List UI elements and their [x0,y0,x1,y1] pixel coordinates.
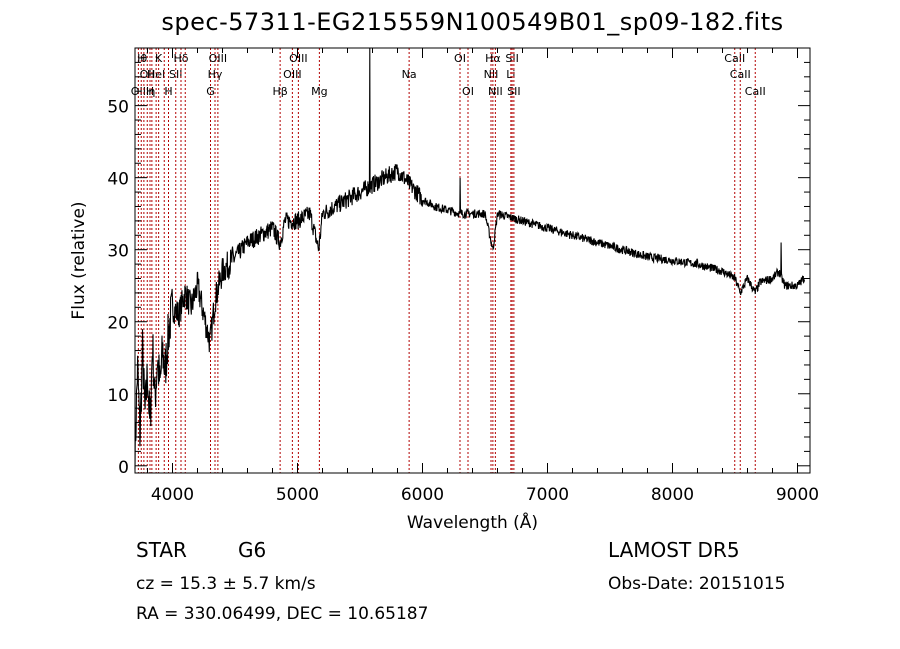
line-marker-label: OI [462,85,474,98]
line-marker-label: Hα [485,52,501,65]
line-marker-label: H [164,85,172,98]
x-tick-label: 4000 [151,485,194,505]
line-marker-label: CaII [745,85,766,98]
x-tick-label: 6000 [401,485,444,505]
line-marker-label: Hδ [173,52,188,65]
y-tick-label: 40 [107,170,129,190]
line-marker-label: OIII [289,52,307,65]
y-axis-label: Flux (relative) [69,201,89,319]
line-marker-label: Hβ [272,85,287,98]
redshift-readout: cz = 15.3 ± 5.7 km/s [136,574,316,594]
line-marker-label: OIII [283,68,301,81]
line-marker-label: NII [484,68,499,81]
line-marker-label: SII [505,52,518,65]
y-tick-label: 20 [107,314,129,334]
x-tick-label: 9000 [776,485,819,505]
line-marker-label: OIII [209,52,227,65]
x-tick-label: 7000 [526,485,569,505]
line-marker-label: Hγ [208,68,223,81]
line-marker-label: Mg [311,85,327,98]
line-marker-label: SII [507,85,520,98]
line-marker-label: OI [454,52,466,65]
line-marker-label: K [155,52,163,65]
x-tick-label: 8000 [651,485,694,505]
line-marker-label: θ [141,52,148,65]
line-marker-label: NII [488,85,503,98]
spectrum-line [134,47,806,470]
plot-frame [134,47,811,474]
y-tick-label: 50 [107,98,129,118]
line-marker-label: CaII [724,52,745,65]
y-tick-label: 0 [118,458,129,478]
y-tick-label: 30 [107,242,129,262]
line-marker-label: H [137,52,145,65]
coordinates-readout: RA = 330.06499, DEC = 10.65187 [136,604,429,624]
x-axis-label: Wavelength (Å) [407,511,538,533]
observation-date: Obs-Date: 20151015 [608,574,786,594]
survey-name: LAMOST DR5 [608,538,740,562]
object-class: STAR [136,538,187,562]
line-marker-label: G [206,85,215,98]
line-marker-label: OII [140,68,155,81]
line-marker-label: Li [506,68,515,81]
line-marker-label: H [146,85,154,98]
line-marker-label: CaII [730,68,751,81]
chart-title: spec-57311-EG215559N100549B01_sp09-182.f… [161,8,784,36]
y-tick-label: 10 [107,386,129,406]
line-marker-label: η [148,85,155,98]
object-subclass: G6 [238,538,267,562]
line-marker-label: Na [402,68,417,81]
line-marker-label: HeI [147,68,165,81]
x-tick-label: 5000 [276,485,319,505]
line-marker-label: SII [169,68,182,81]
